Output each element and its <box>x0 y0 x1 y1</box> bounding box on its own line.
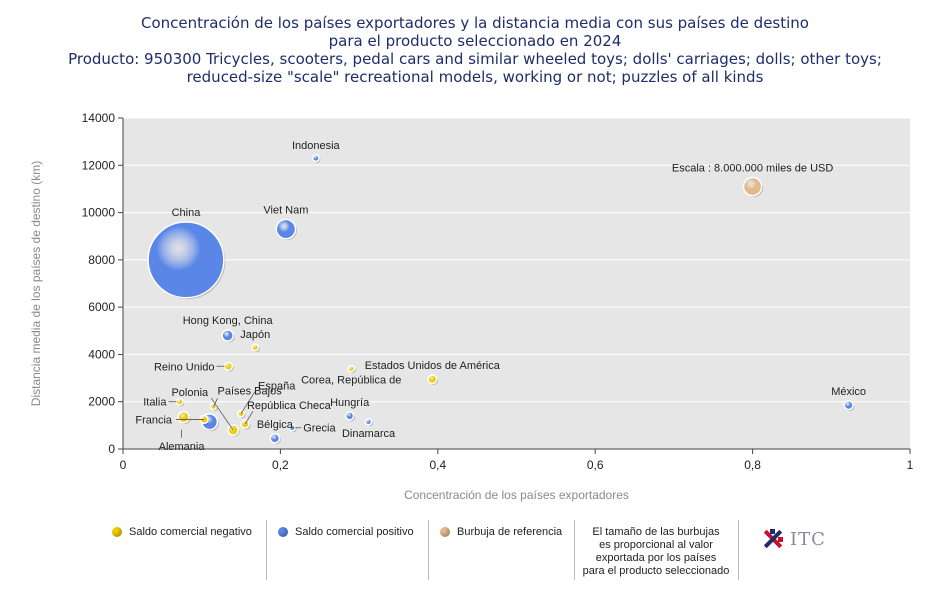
bubble-label: Italia <box>143 397 167 409</box>
itc-logo-icon <box>763 529 783 549</box>
bubble-label: Corea, República de <box>301 375 401 387</box>
bubble-label: Indonesia <box>292 140 341 152</box>
bubble-indonesia <box>311 154 320 163</box>
chart-title-line3: Producto: 950300 Tricycles, scooters, pe… <box>68 50 882 68</box>
bubble-label: Reino Unido <box>154 361 215 373</box>
bubble-dinamarca <box>364 418 373 426</box>
bubble-alemania-saldo-negativo- <box>177 410 190 424</box>
legend-divider <box>428 520 429 580</box>
bubble-polonia <box>227 424 239 436</box>
bubble-rep-blica-checa <box>240 419 250 429</box>
bubble-reino-unido <box>223 361 234 371</box>
legend-item-reference[interactable]: Burbuja de referencia <box>440 526 562 538</box>
bubble-b-lgica <box>269 433 281 444</box>
y-tick-label: 4000 <box>88 347 115 361</box>
bubble-label: Viet Nam <box>263 205 308 217</box>
legend-positive-label: Saldo comercial positivo <box>295 526 414 538</box>
bubble-corea-rep-blica-de <box>347 364 355 373</box>
legend-note-line: El tamaño de las burbujas <box>592 526 720 538</box>
legend-item-positive[interactable]: Saldo comercial positivo <box>278 526 414 538</box>
y-tick-label: 12000 <box>82 158 116 172</box>
y-tick-label: 14000 <box>82 111 116 125</box>
bubble-hong-kong-china <box>221 329 234 342</box>
chart-title: Concentración de los países exportadores… <box>0 14 950 86</box>
bubble-label: Países Bajos <box>218 385 283 397</box>
bubbles <box>147 154 855 445</box>
axes: 0 2000 4000 6000 8000 10000 12000 14000 0 0,2 0,4 0… <box>29 111 914 502</box>
itc-logo-text: ITC <box>790 528 826 550</box>
bubble-m-xico <box>843 400 854 411</box>
bubble-label: Alemania <box>159 441 206 453</box>
bubble-labels: China Viet Nam Indonesia Hong Kong, China Ja… <box>135 140 866 453</box>
legend-negative-marker <box>112 527 122 537</box>
legend-divider <box>266 520 267 580</box>
y-tick-label: 10000 <box>82 206 116 220</box>
legend-note-line: para el producto seleccionado <box>582 565 730 577</box>
bubble-label: Hong Kong, China <box>183 315 274 327</box>
plot-background <box>123 118 910 449</box>
bubble-label: Bélgica <box>257 419 294 431</box>
bubble-label: Escala : 8.000.000 miles de USD <box>672 163 833 175</box>
bubble-label: España <box>258 381 296 393</box>
chart-title-line1: Concentración de los países exportadores… <box>141 14 809 32</box>
label-leader-line <box>210 397 234 431</box>
bubble-label: Dinamarca <box>342 428 396 440</box>
bubble-label: Hungría <box>330 397 370 409</box>
bubble-china <box>147 221 225 299</box>
legend-negative-label: Saldo comercial negativo <box>129 526 252 538</box>
bubble-label: Grecia <box>303 423 336 435</box>
chart-title-line2: para el producto seleccionado en 2024 <box>328 32 622 50</box>
legend-item-negative[interactable]: Saldo comercial negativo <box>112 526 252 538</box>
bubble-italia <box>175 397 184 406</box>
bubble-jap-n <box>251 343 260 352</box>
bubble-label: México <box>831 386 866 398</box>
bubble-label: Polonia <box>171 387 209 399</box>
x-tick-label: 0,2 <box>272 458 289 472</box>
y-tick-label: 8000 <box>88 253 115 267</box>
x-tick-label: 0 <box>120 458 127 472</box>
x-tick-label: 0,6 <box>587 458 604 472</box>
bubble-viet-nam <box>275 218 297 240</box>
x-tick-label: 0,4 <box>429 458 446 472</box>
x-tick-label: 1 <box>907 458 914 472</box>
legend-divider <box>574 520 575 580</box>
bubble-label: Francia <box>135 414 173 426</box>
itc-logo: ITC <box>760 526 826 552</box>
bubble-label: República Checa <box>247 400 332 412</box>
y-tick-label: 6000 <box>88 300 115 314</box>
bubble-label: China <box>172 207 202 219</box>
bubble-label: Estados Unidos de América <box>365 360 501 372</box>
x-tick-label: 0,8 <box>744 458 761 472</box>
legend-reference-marker <box>440 527 450 537</box>
bubble-estados-unidos-de-am-rica <box>427 374 438 385</box>
label-leader-line <box>213 398 218 407</box>
y-tick-label: 2000 <box>88 395 115 409</box>
x-axis-title: Concentración de los países exportadores <box>404 488 629 502</box>
bubble-escala-8-000-000-miles-de-usd <box>742 176 763 197</box>
legend-size-note: El tamaño de las burbujas es proporciona… <box>576 526 736 578</box>
y-tick-label: 0 <box>108 442 115 456</box>
y-axis-title: Distancia media de los países de destino… <box>29 161 43 406</box>
legend-note-line: es proporcional al valor <box>599 539 713 551</box>
legend-reference-label: Burbuja de referencia <box>457 526 563 538</box>
label-leader-line <box>244 410 254 425</box>
chart-title-line4: reduced-size "scale" recreational models… <box>186 68 764 86</box>
legend-note-line: exportada por los países <box>595 552 717 564</box>
legend-positive-marker <box>278 527 288 537</box>
plot-area <box>123 117 910 450</box>
bubble-label: Japón <box>240 329 270 341</box>
bubble-hungr-a <box>344 411 355 421</box>
legend-divider <box>738 520 739 580</box>
label-leader-line <box>240 391 256 414</box>
